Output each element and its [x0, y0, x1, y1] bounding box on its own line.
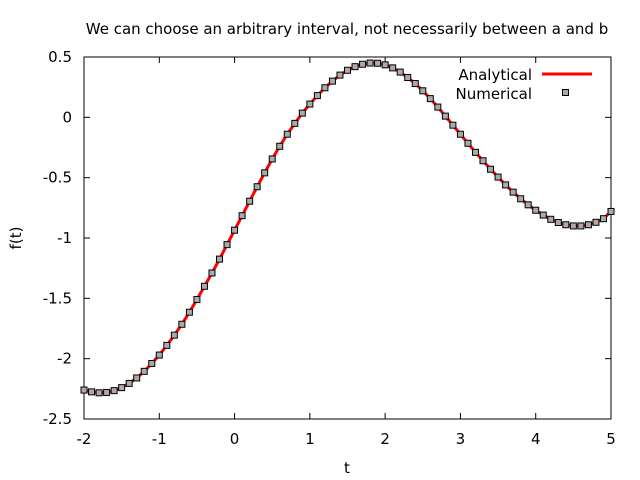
series-point-numerical — [509, 188, 517, 196]
series-point-numerical — [170, 331, 178, 339]
y-tick-label: -1 — [57, 229, 72, 247]
series-point-numerical — [607, 207, 615, 215]
legend-label-analytical: Analytical — [458, 66, 532, 84]
series-point-numerical — [178, 320, 186, 328]
x-tick-label: 4 — [531, 430, 541, 448]
series-point-numerical — [344, 66, 351, 74]
series-point-numerical — [532, 206, 540, 214]
series-point-numerical — [569, 222, 577, 230]
y-tick-label: -0.5 — [43, 169, 72, 187]
series-point-numerical — [554, 219, 562, 227]
series-point-numerical — [584, 221, 592, 229]
series-point-numerical — [110, 387, 118, 395]
legend-label-numerical: Numerical — [455, 85, 532, 103]
x-tick-label: -1 — [152, 430, 167, 448]
series-point-numerical — [479, 157, 487, 165]
series-point-numerical — [411, 80, 419, 88]
y-tick-label: 0 — [62, 108, 72, 126]
series-point-numerical — [185, 308, 193, 316]
y-tick-label: 0.5 — [48, 48, 72, 66]
series-point-numerical — [471, 148, 479, 156]
series-point-numerical — [404, 74, 412, 82]
series-point-numerical — [562, 221, 570, 229]
series-point-numerical — [517, 195, 525, 203]
series-point-numerical — [524, 201, 532, 209]
series-point-numerical — [268, 155, 276, 163]
axis-tick-labels: -2 -1 0 1 2 3 4 5 -2.5 -2 -1.5 -1 -0.5 0 0.5 — [43, 48, 616, 448]
series-point-numerical — [381, 61, 389, 69]
y-tick-label: -1.5 — [43, 289, 72, 307]
series-point-numerical — [449, 121, 457, 129]
chart-title: We can choose an arbitrary interval, not… — [86, 20, 609, 38]
series-point-numerical — [95, 389, 103, 397]
series-point-numerical — [125, 379, 133, 387]
legend-marker-numerical — [562, 89, 569, 96]
series-point-numerical — [140, 367, 148, 375]
series-point-numerical — [426, 95, 434, 103]
series-point-numerical — [592, 218, 600, 226]
x-tick-label: 0 — [230, 430, 240, 448]
series-point-numerical — [321, 84, 329, 92]
series-point-numerical — [456, 130, 464, 138]
series-point-numerical — [328, 77, 336, 85]
series-point-numerical — [313, 92, 321, 100]
axis-ticks — [83, 56, 612, 420]
x-tick-label: 1 — [305, 430, 315, 448]
x-tick-label: 2 — [380, 430, 390, 448]
series-point-numerical — [291, 119, 299, 127]
series-point-numerical — [148, 359, 156, 367]
series-point-numerical — [155, 351, 163, 359]
x-tick-label: 5 — [606, 430, 616, 448]
plot-frame — [83, 56, 612, 420]
y-tick-label: -2.5 — [43, 410, 72, 428]
series-layer — [80, 59, 615, 397]
series-point-numerical — [118, 384, 126, 392]
series-point-numerical — [193, 296, 201, 304]
series-point-numerical — [374, 59, 382, 67]
series-point-numerical — [389, 64, 397, 72]
series-point-numerical — [200, 282, 208, 290]
series-point-numerical — [396, 68, 404, 76]
series-point-numerical — [577, 222, 585, 230]
series-point-numerical — [599, 215, 607, 223]
series-point-numerical — [487, 165, 495, 173]
series-line-analytical — [83, 61, 613, 395]
series-point-numerical — [434, 103, 442, 111]
x-axis-label: t — [344, 459, 350, 477]
series-point-numerical — [223, 241, 231, 249]
series-point-numerical — [464, 139, 472, 147]
y-axis-label: f(t) — [7, 227, 25, 250]
series-point-numerical — [276, 142, 284, 150]
series-point-numerical — [366, 59, 374, 67]
series-point-numerical — [88, 388, 96, 396]
series-point-numerical — [133, 374, 141, 382]
series-point-numerical — [539, 211, 547, 219]
y-tick-label: -2 — [57, 350, 72, 368]
series-point-numerical — [253, 183, 261, 191]
x-tick-label: 3 — [456, 430, 466, 448]
series-point-numerical — [441, 112, 449, 120]
series-point-numerical — [306, 100, 314, 108]
series-point-numerical — [419, 87, 427, 95]
series-point-numerical — [208, 269, 216, 277]
series-point-numerical — [163, 341, 171, 349]
series-point-numerical — [216, 255, 224, 263]
x-tick-label: -2 — [77, 430, 92, 448]
series-point-numerical — [298, 109, 306, 117]
series-point-numerical — [547, 215, 555, 223]
series-point-numerical — [351, 63, 359, 71]
series-point-numerical — [103, 388, 111, 396]
series-point-numerical — [80, 386, 88, 394]
series-point-numerical — [283, 130, 291, 138]
series-point-numerical — [231, 226, 239, 234]
series-point-numerical — [261, 169, 269, 177]
series-point-numerical — [502, 181, 510, 189]
series-point-numerical — [238, 212, 246, 220]
series-point-numerical — [246, 197, 254, 205]
series-point-numerical — [336, 71, 344, 79]
legend: Analytical Numerical — [455, 66, 592, 103]
series-point-numerical — [359, 60, 367, 68]
series-point-numerical — [494, 173, 502, 181]
